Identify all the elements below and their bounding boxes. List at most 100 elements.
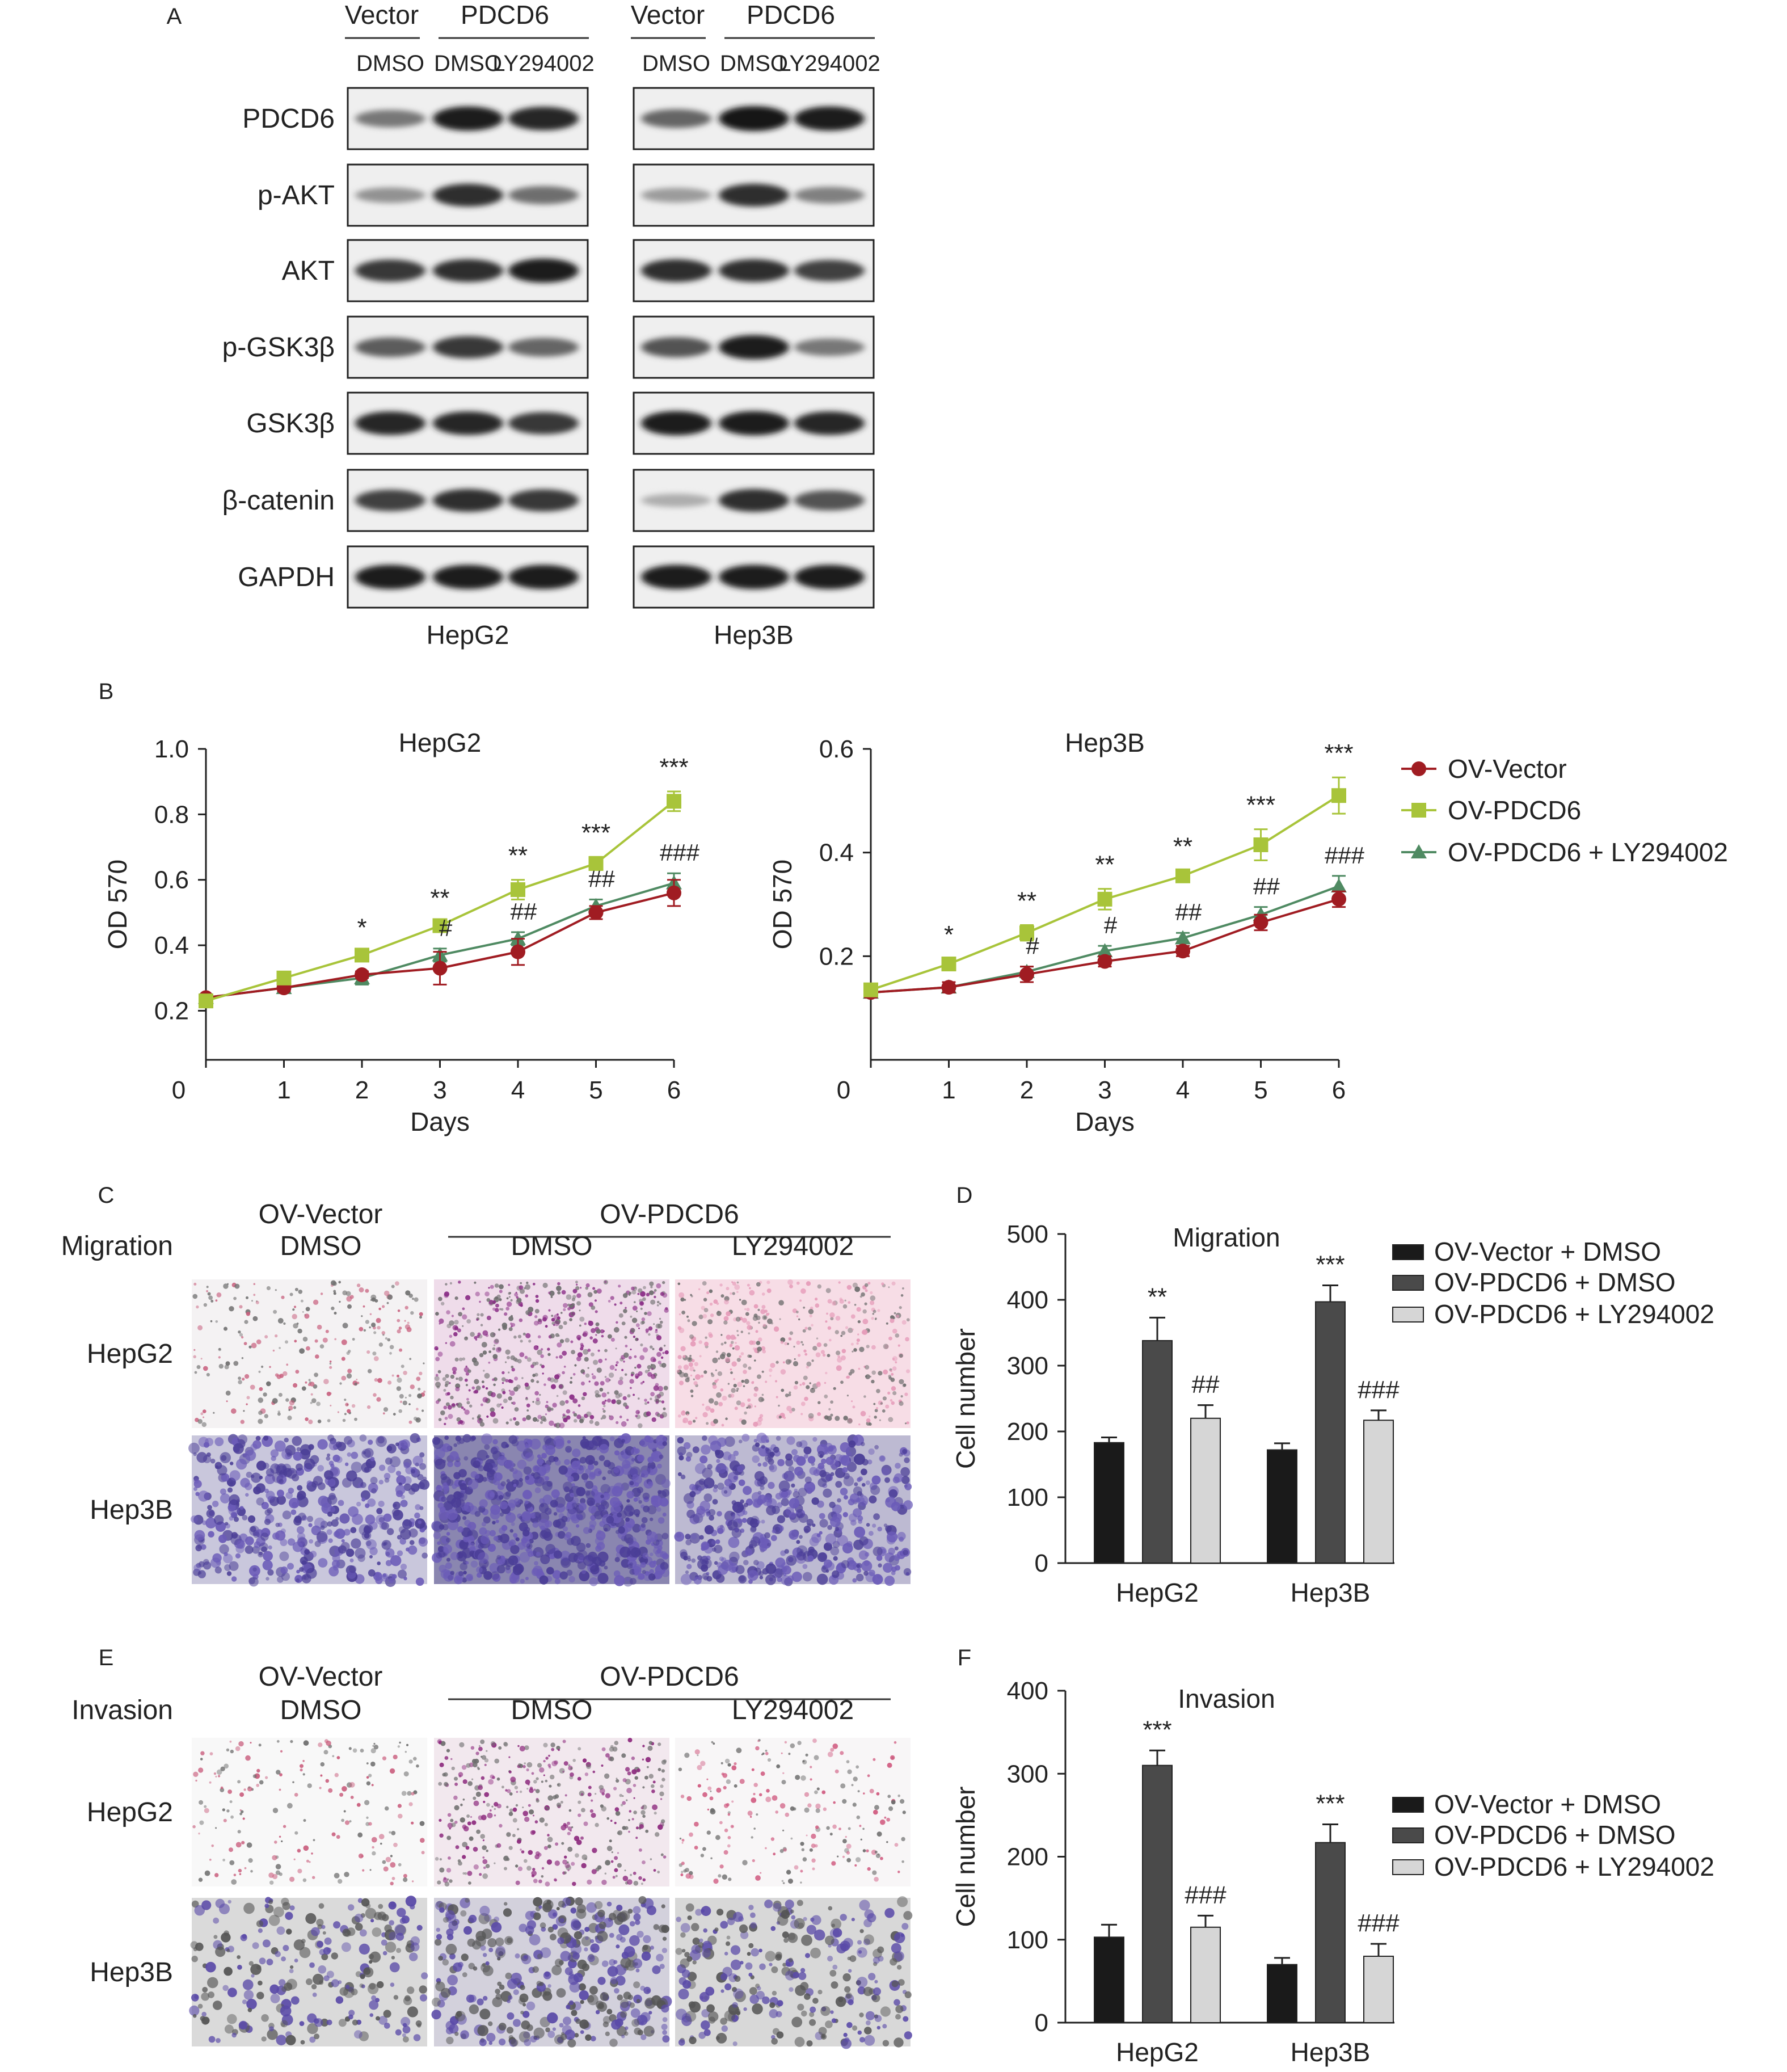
- stained-cell: [798, 1513, 808, 1523]
- stained-cell: [638, 1876, 642, 1880]
- stained-cell: [369, 1555, 373, 1559]
- stained-cell: [251, 1342, 257, 1349]
- stained-cell: [776, 1396, 778, 1399]
- stained-cell: [442, 1377, 446, 1382]
- stained-cell: [467, 1821, 471, 1826]
- stained-cell: [608, 1372, 614, 1378]
- stained-cell: [835, 1527, 840, 1531]
- stained-cell: [230, 1815, 234, 1819]
- stained-cell: [499, 1495, 504, 1500]
- stained-cell: [736, 1330, 739, 1332]
- stained-cell: [794, 1488, 798, 1493]
- stained-cell: [584, 1772, 589, 1776]
- stained-cell: [747, 1283, 750, 1287]
- stained-cell: [504, 1936, 513, 1945]
- stained-cell: [594, 1510, 603, 1520]
- stained-cell: [451, 1766, 455, 1771]
- stained-cell: [558, 1465, 568, 1475]
- stained-cell: [537, 1349, 542, 1355]
- stained-cell: [681, 1871, 684, 1873]
- stained-cell: [803, 1306, 806, 1309]
- stained-cell: [545, 1413, 547, 1416]
- blot-cell-line-label: Hep3B: [714, 620, 794, 650]
- stained-cell: [438, 1956, 443, 1961]
- stained-cell: [736, 1400, 741, 1405]
- stained-cell: [519, 1516, 522, 1520]
- stained-cell: [732, 1281, 736, 1286]
- stained-cell: [873, 1758, 876, 1761]
- stained-cell: [266, 1286, 271, 1291]
- stained-cell: [270, 1993, 280, 2003]
- stained-cell: [625, 1767, 630, 1772]
- stained-cell: [508, 1316, 513, 1321]
- stained-cell: [307, 1783, 312, 1788]
- stained-cell: [354, 1382, 358, 1386]
- stained-cell: [525, 1443, 529, 1448]
- stained-cell: [843, 1416, 848, 1421]
- stained-cell: [331, 1952, 338, 1960]
- stained-cell: [251, 1472, 262, 1483]
- stained-cell: [814, 1790, 818, 1795]
- stained-cell: [869, 1531, 874, 1536]
- stained-cell: [402, 2025, 411, 2034]
- stained-cell: [586, 1764, 591, 1769]
- stained-cell: [239, 1506, 244, 1510]
- stained-cell: [508, 1396, 512, 1401]
- stained-cell: [213, 1412, 215, 1414]
- stained-cell: [355, 1548, 366, 1559]
- stained-cell: [866, 1345, 870, 1349]
- stained-cell: [862, 1459, 869, 1465]
- transwell-pdcd6-label: OV-PDCD6: [600, 1662, 739, 1692]
- stained-cell: [842, 1512, 848, 1518]
- stained-cell: [855, 1573, 864, 1582]
- stained-cell: [445, 1402, 450, 1406]
- stained-cell: [905, 1337, 909, 1342]
- stained-cell: [595, 1334, 597, 1336]
- stained-cell: [858, 1367, 861, 1370]
- stained-cell: [785, 1393, 789, 1397]
- stained-cell: [713, 1484, 718, 1489]
- stained-cell: [259, 1551, 263, 1556]
- stained-cell: [547, 1837, 553, 1842]
- stained-cell: [858, 1519, 862, 1524]
- stained-cell: [777, 1515, 785, 1523]
- stained-cell: [578, 1404, 581, 1407]
- stained-cell: [639, 1355, 645, 1361]
- stained-cell: [529, 1539, 534, 1544]
- stained-cell: [904, 1457, 910, 1463]
- stained-cell: [806, 1385, 810, 1389]
- stained-cell: [302, 1878, 307, 1883]
- stained-cell: [888, 1417, 894, 1422]
- stained-cell: [688, 1420, 693, 1425]
- stained-cell: [899, 1354, 903, 1358]
- stained-cell: [324, 1470, 334, 1480]
- stained-cell: [241, 1810, 244, 1813]
- stained-cell: [477, 1766, 479, 1769]
- stained-cell: [635, 1414, 638, 1418]
- stained-cell: [726, 1334, 731, 1340]
- stained-cell: [765, 1751, 769, 1755]
- stained-cell: [607, 1469, 612, 1475]
- stained-cell: [533, 1814, 534, 1817]
- stained-cell: [804, 1792, 810, 1797]
- stained-cell: [787, 1575, 794, 1582]
- stained-cell: [225, 1391, 231, 1396]
- stained-cell: [589, 1520, 597, 1527]
- stained-cell: [287, 1563, 294, 1570]
- stained-cell: [781, 1388, 785, 1392]
- stained-cell: [552, 1403, 557, 1408]
- stained-cell: [688, 1362, 693, 1367]
- stained-cell: [800, 1775, 806, 1781]
- stained-cell: [460, 1563, 467, 1570]
- stained-cell: [296, 1569, 300, 1574]
- stained-cell: [335, 1528, 345, 1539]
- stained-cell: [888, 1547, 895, 1555]
- significance-star: ***: [659, 753, 688, 781]
- stained-cell: [734, 1337, 737, 1340]
- stained-cell: [486, 1850, 488, 1852]
- stained-cell: [342, 1290, 347, 1295]
- stained-cell: [442, 1959, 449, 1966]
- stained-cell: [439, 1762, 444, 1767]
- stained-cell: [679, 1371, 685, 1378]
- stained-cell: [360, 1749, 364, 1753]
